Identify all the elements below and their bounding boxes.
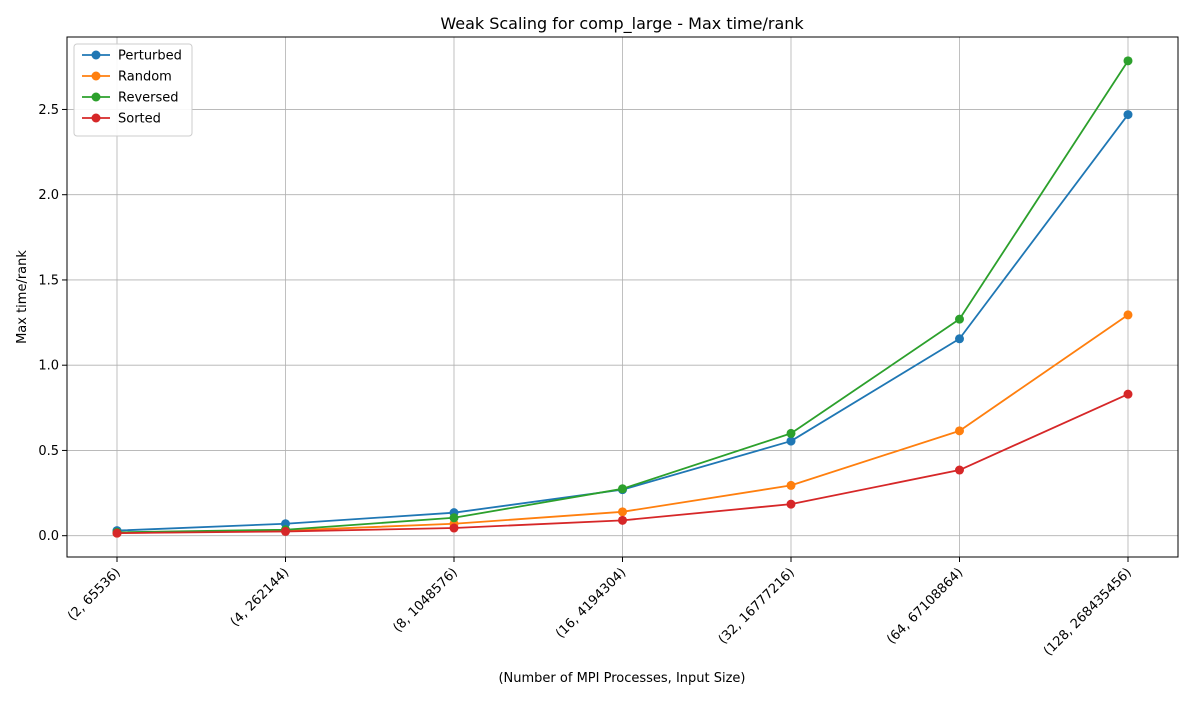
legend-marker <box>91 71 101 81</box>
x-tick-label: (4, 262144) <box>228 565 293 630</box>
legend-entry: Reversed <box>82 91 179 106</box>
series-layer <box>112 56 1133 538</box>
legend: Perturbed Random Reversed Sorted <box>73 43 193 137</box>
legend-marker <box>91 92 101 102</box>
data-point <box>449 523 459 533</box>
x-tick-label: (8, 1048576) <box>390 565 460 635</box>
data-point <box>618 515 627 525</box>
data-point <box>618 484 627 494</box>
data-point <box>1123 310 1133 320</box>
x-axis-ticks: (2, 65536) (4, 262144) (8, 1048576) (16, 41… <box>65 557 1135 659</box>
data-point <box>955 314 964 324</box>
y-axis-ticks: 0.0 0.5 1.0 1.5 2.0 2.5 <box>38 103 67 544</box>
y-tick-label: 1.5 <box>38 273 59 288</box>
legend-label: Reversed <box>118 91 179 106</box>
legend-entry: Sorted <box>82 112 161 127</box>
y-tick-label: 1.0 <box>38 359 59 374</box>
series-sorted <box>112 389 1133 538</box>
y-tick-label: 2.0 <box>38 188 59 203</box>
x-tick-label: (128, 268435456) <box>1041 565 1135 659</box>
grid-lines <box>67 37 1178 557</box>
data-point <box>618 507 627 517</box>
data-point <box>955 465 964 475</box>
legend-marker <box>91 50 101 60</box>
data-point <box>281 526 290 536</box>
x-tick-label: (32, 16777216) <box>716 565 798 647</box>
legend-label: Random <box>118 70 172 85</box>
data-point <box>1123 110 1133 120</box>
y-tick-label: 2.5 <box>38 103 59 118</box>
legend-entry: Random <box>82 70 172 85</box>
legend-label: Sorted <box>118 112 161 127</box>
data-point <box>112 528 122 538</box>
data-point <box>955 426 964 436</box>
data-point <box>1123 389 1133 399</box>
data-point <box>1123 56 1133 66</box>
legend-label: Perturbed <box>118 49 182 64</box>
data-point <box>786 499 796 509</box>
x-tick-label: (16, 4194304) <box>553 565 629 641</box>
data-point <box>786 428 796 438</box>
legend-box <box>73 43 193 137</box>
y-tick-label: 0.0 <box>38 529 59 544</box>
x-axis-label: (Number of MPI Processes, Input Size) <box>498 671 745 686</box>
data-point <box>786 436 796 446</box>
x-tick-label: (2, 65536) <box>65 565 124 624</box>
legend-entry: Perturbed <box>82 49 182 64</box>
x-tick-label: (64, 67108864) <box>884 565 966 647</box>
y-axis-label: Max time/rank <box>15 250 30 344</box>
data-point <box>955 334 964 344</box>
data-point <box>786 480 796 490</box>
chart-title: Weak Scaling for comp_large - Max time/r… <box>440 14 804 34</box>
legend-marker <box>91 113 101 123</box>
data-point <box>449 513 459 523</box>
y-tick-label: 0.5 <box>38 444 59 459</box>
